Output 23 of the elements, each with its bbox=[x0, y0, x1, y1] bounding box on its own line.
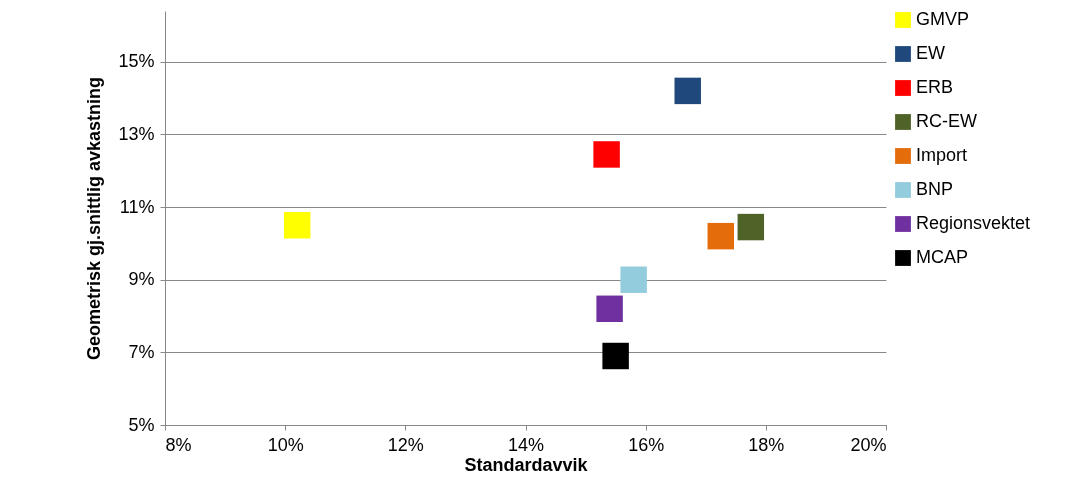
legend-label: Regionsvektet bbox=[916, 213, 1031, 233]
x-axis-title: Standardavvik bbox=[464, 454, 589, 475]
y-tick-label: 7% bbox=[128, 341, 155, 362]
legend-label: BNP bbox=[916, 179, 954, 199]
x-tick-label: 20% bbox=[850, 434, 887, 455]
legend-label: GMVP bbox=[916, 9, 970, 29]
legend-label: Import bbox=[916, 145, 968, 165]
x-tick-label: 8% bbox=[165, 434, 192, 455]
y-tick-label: 15% bbox=[118, 51, 155, 72]
x-tick-label: 14% bbox=[507, 434, 545, 455]
legend-label: EW bbox=[916, 43, 946, 63]
y-tick-label: 13% bbox=[118, 123, 155, 144]
y-tick-label: 5% bbox=[128, 414, 155, 435]
x-tick-label: 10% bbox=[267, 434, 304, 455]
y-tick-label: 9% bbox=[128, 269, 155, 290]
y-axis-title: Geometrisk gj.snittlig avkastning bbox=[84, 76, 105, 361]
y-tick-label: 11% bbox=[119, 196, 155, 217]
x-tick-label: 18% bbox=[748, 434, 785, 455]
legend-label: MCAP bbox=[916, 247, 969, 267]
x-tick-label: 12% bbox=[387, 434, 424, 455]
legend-label: RC-EW bbox=[916, 111, 977, 131]
x-tick-label: 16% bbox=[628, 434, 665, 455]
legend-label: ERB bbox=[916, 77, 954, 97]
